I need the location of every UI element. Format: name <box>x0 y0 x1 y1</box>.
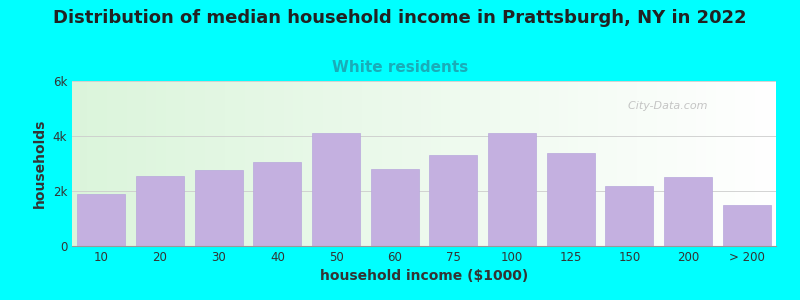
Bar <box>370 169 418 246</box>
Bar <box>722 205 770 246</box>
Bar <box>488 133 536 246</box>
Bar <box>136 176 184 246</box>
X-axis label: household income ($1000): household income ($1000) <box>320 269 528 284</box>
Text: White residents: White residents <box>332 60 468 75</box>
Bar <box>430 155 478 246</box>
Bar <box>78 194 126 246</box>
Text: Distribution of median household income in Prattsburgh, NY in 2022: Distribution of median household income … <box>53 9 747 27</box>
Bar <box>664 177 712 246</box>
Y-axis label: households: households <box>34 119 47 208</box>
Bar <box>194 170 242 246</box>
Text: City-Data.com: City-Data.com <box>621 101 708 111</box>
Bar <box>546 152 594 246</box>
Bar <box>254 162 302 246</box>
Bar <box>606 185 654 246</box>
Bar <box>312 133 360 246</box>
